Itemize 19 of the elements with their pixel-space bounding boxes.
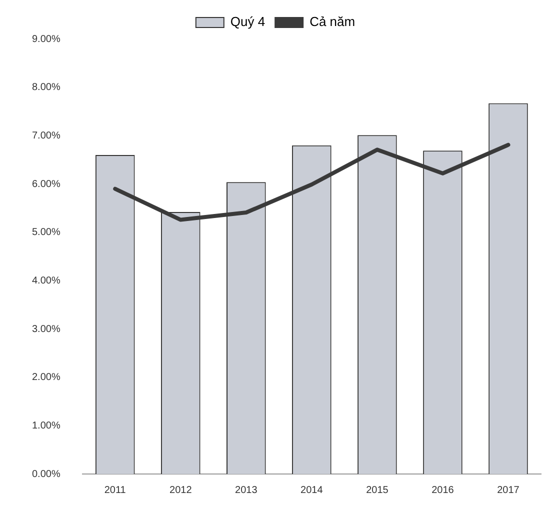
x-tick-label: 2013 (235, 484, 258, 496)
x-tick-label: 2011 (104, 484, 126, 496)
x-tick-label: 2016 (432, 484, 454, 496)
y-tick-label: 8.00% (32, 82, 60, 94)
legend-label: Quý 4 (230, 14, 266, 30)
y-tick-label: 3.00% (32, 324, 60, 335)
x-tick-label: 2014 (300, 484, 324, 496)
y-tick-label: 5.00% (32, 227, 60, 238)
y-tick-label: 0.00% (32, 468, 60, 480)
y-tick-label: 6.00% (32, 178, 60, 190)
y-tick-label: 1.00% (32, 420, 60, 432)
x-tick-label: 2017 (497, 484, 520, 496)
y-tick-label: 7.00% (32, 130, 60, 142)
y-tick-label: 4.00% (32, 275, 60, 286)
y-tick-label: 2.00% (32, 372, 60, 384)
legend-label: Cả năm (310, 14, 356, 30)
x-tick-label: 2012 (170, 484, 192, 496)
x-tick-label: 2015 (366, 484, 389, 496)
y-tick-label: 9.00% (32, 34, 60, 45)
